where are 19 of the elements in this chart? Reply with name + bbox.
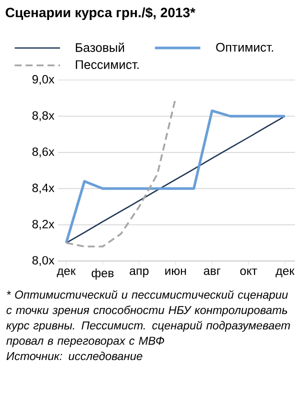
x-tick-label: дек (276, 268, 294, 278)
y-tick-label: 8,6x (32, 147, 54, 158)
text: Источник: исследование (6, 352, 142, 360)
legend-label: Пессимист. (76, 60, 139, 70)
legend-label: Базовый (76, 42, 124, 52)
y-tick-label: 8,2x (32, 220, 54, 230)
x-tick-label: окт (240, 268, 258, 276)
chart-title: Сценарии курса грн./$, 2013* (6, 7, 196, 20)
text: * Оптимистический и пессимистический сценарии с точки зрения способности НБУ контролировать курс гривны. Пессимист. сценарий подразумевает провал в переговорах с МВФ (6, 290, 290, 348)
x-tick-label: июн (165, 268, 186, 276)
x-tick-label: дек (56, 268, 76, 278)
y-tick-label: 8,0x (32, 256, 54, 266)
y-tick-label: 9,0x (32, 75, 54, 85)
y-tick-label: 8,8x (32, 111, 54, 122)
y-tick-label: 8,4x (32, 184, 54, 194)
x-tick-label: фев (92, 268, 114, 280)
x-tick-label: авг (204, 268, 220, 276)
legend-label: Оптимист. (216, 42, 274, 52)
x-tick-label: апр (130, 268, 149, 278)
